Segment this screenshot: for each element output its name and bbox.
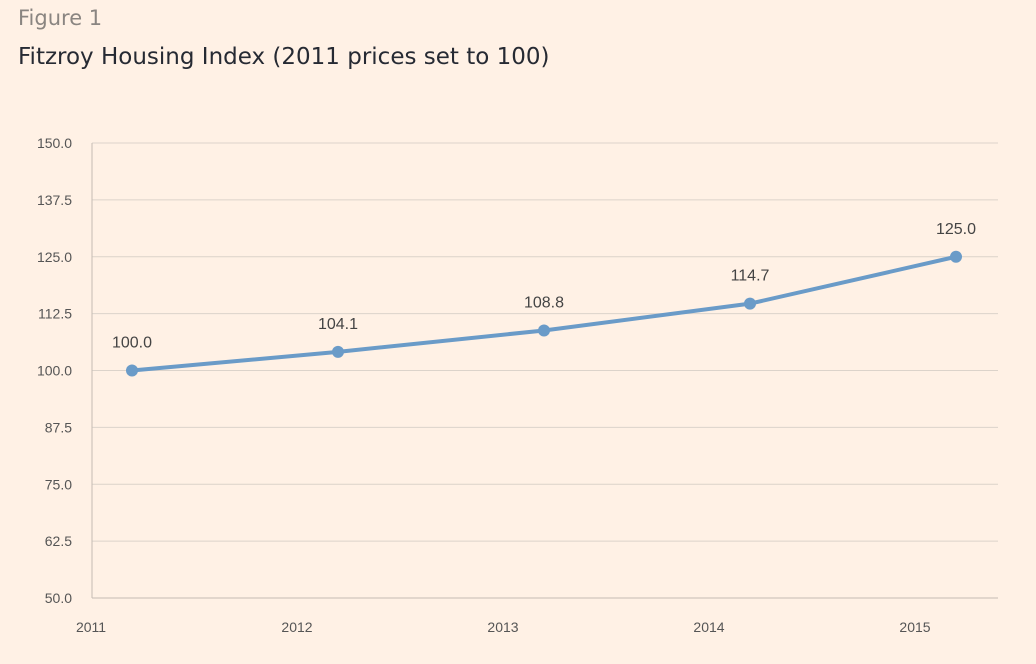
y-tick-label: 62.5 xyxy=(45,533,72,549)
y-tick-label: 75.0 xyxy=(45,476,72,492)
series-line-group xyxy=(126,250,962,377)
data-point xyxy=(744,297,756,310)
data-label: 114.7 xyxy=(731,268,770,285)
data-point xyxy=(950,250,962,263)
x-tick-label: 2014 xyxy=(693,619,724,635)
x-tick-label: 2015 xyxy=(899,619,930,635)
data-point xyxy=(538,324,550,337)
y-tick-label: 150.0 xyxy=(37,135,72,151)
y-tick-labels: 150.0 137.5 125.0 112.5 100.0 87.5 75.0 62.5 50.… xyxy=(37,135,72,606)
chart-title: Fitzroy Housing Index (2011 prices set t… xyxy=(18,44,550,70)
figure-label: Figure 1 xyxy=(18,6,103,30)
y-tick-label: 50.0 xyxy=(45,590,72,606)
data-point xyxy=(332,345,344,358)
y-tick-label: 137.5 xyxy=(37,192,72,208)
data-label: 100.0 xyxy=(112,335,152,352)
data-labels: 100.0 104.1 108.8 114.7 125.0 xyxy=(112,221,976,352)
x-tick-label: 2012 xyxy=(281,619,312,635)
y-tick-label: 87.5 xyxy=(45,419,72,435)
x-tick-label: 2011 xyxy=(76,619,106,635)
y-tick-label: 100.0 xyxy=(37,363,72,379)
data-label: 104.1 xyxy=(318,316,358,333)
data-label: 125.0 xyxy=(936,221,976,238)
gridlines xyxy=(92,142,998,542)
y-tick-label: 112.5 xyxy=(38,306,72,322)
x-tick-labels: 2011 2012 2013 2014 2015 xyxy=(76,619,931,635)
data-label: 108.8 xyxy=(524,294,564,311)
axes xyxy=(91,143,998,599)
y-tick-label: 125.0 xyxy=(37,249,72,265)
data-point xyxy=(126,364,138,377)
x-tick-label: 2013 xyxy=(487,619,518,635)
